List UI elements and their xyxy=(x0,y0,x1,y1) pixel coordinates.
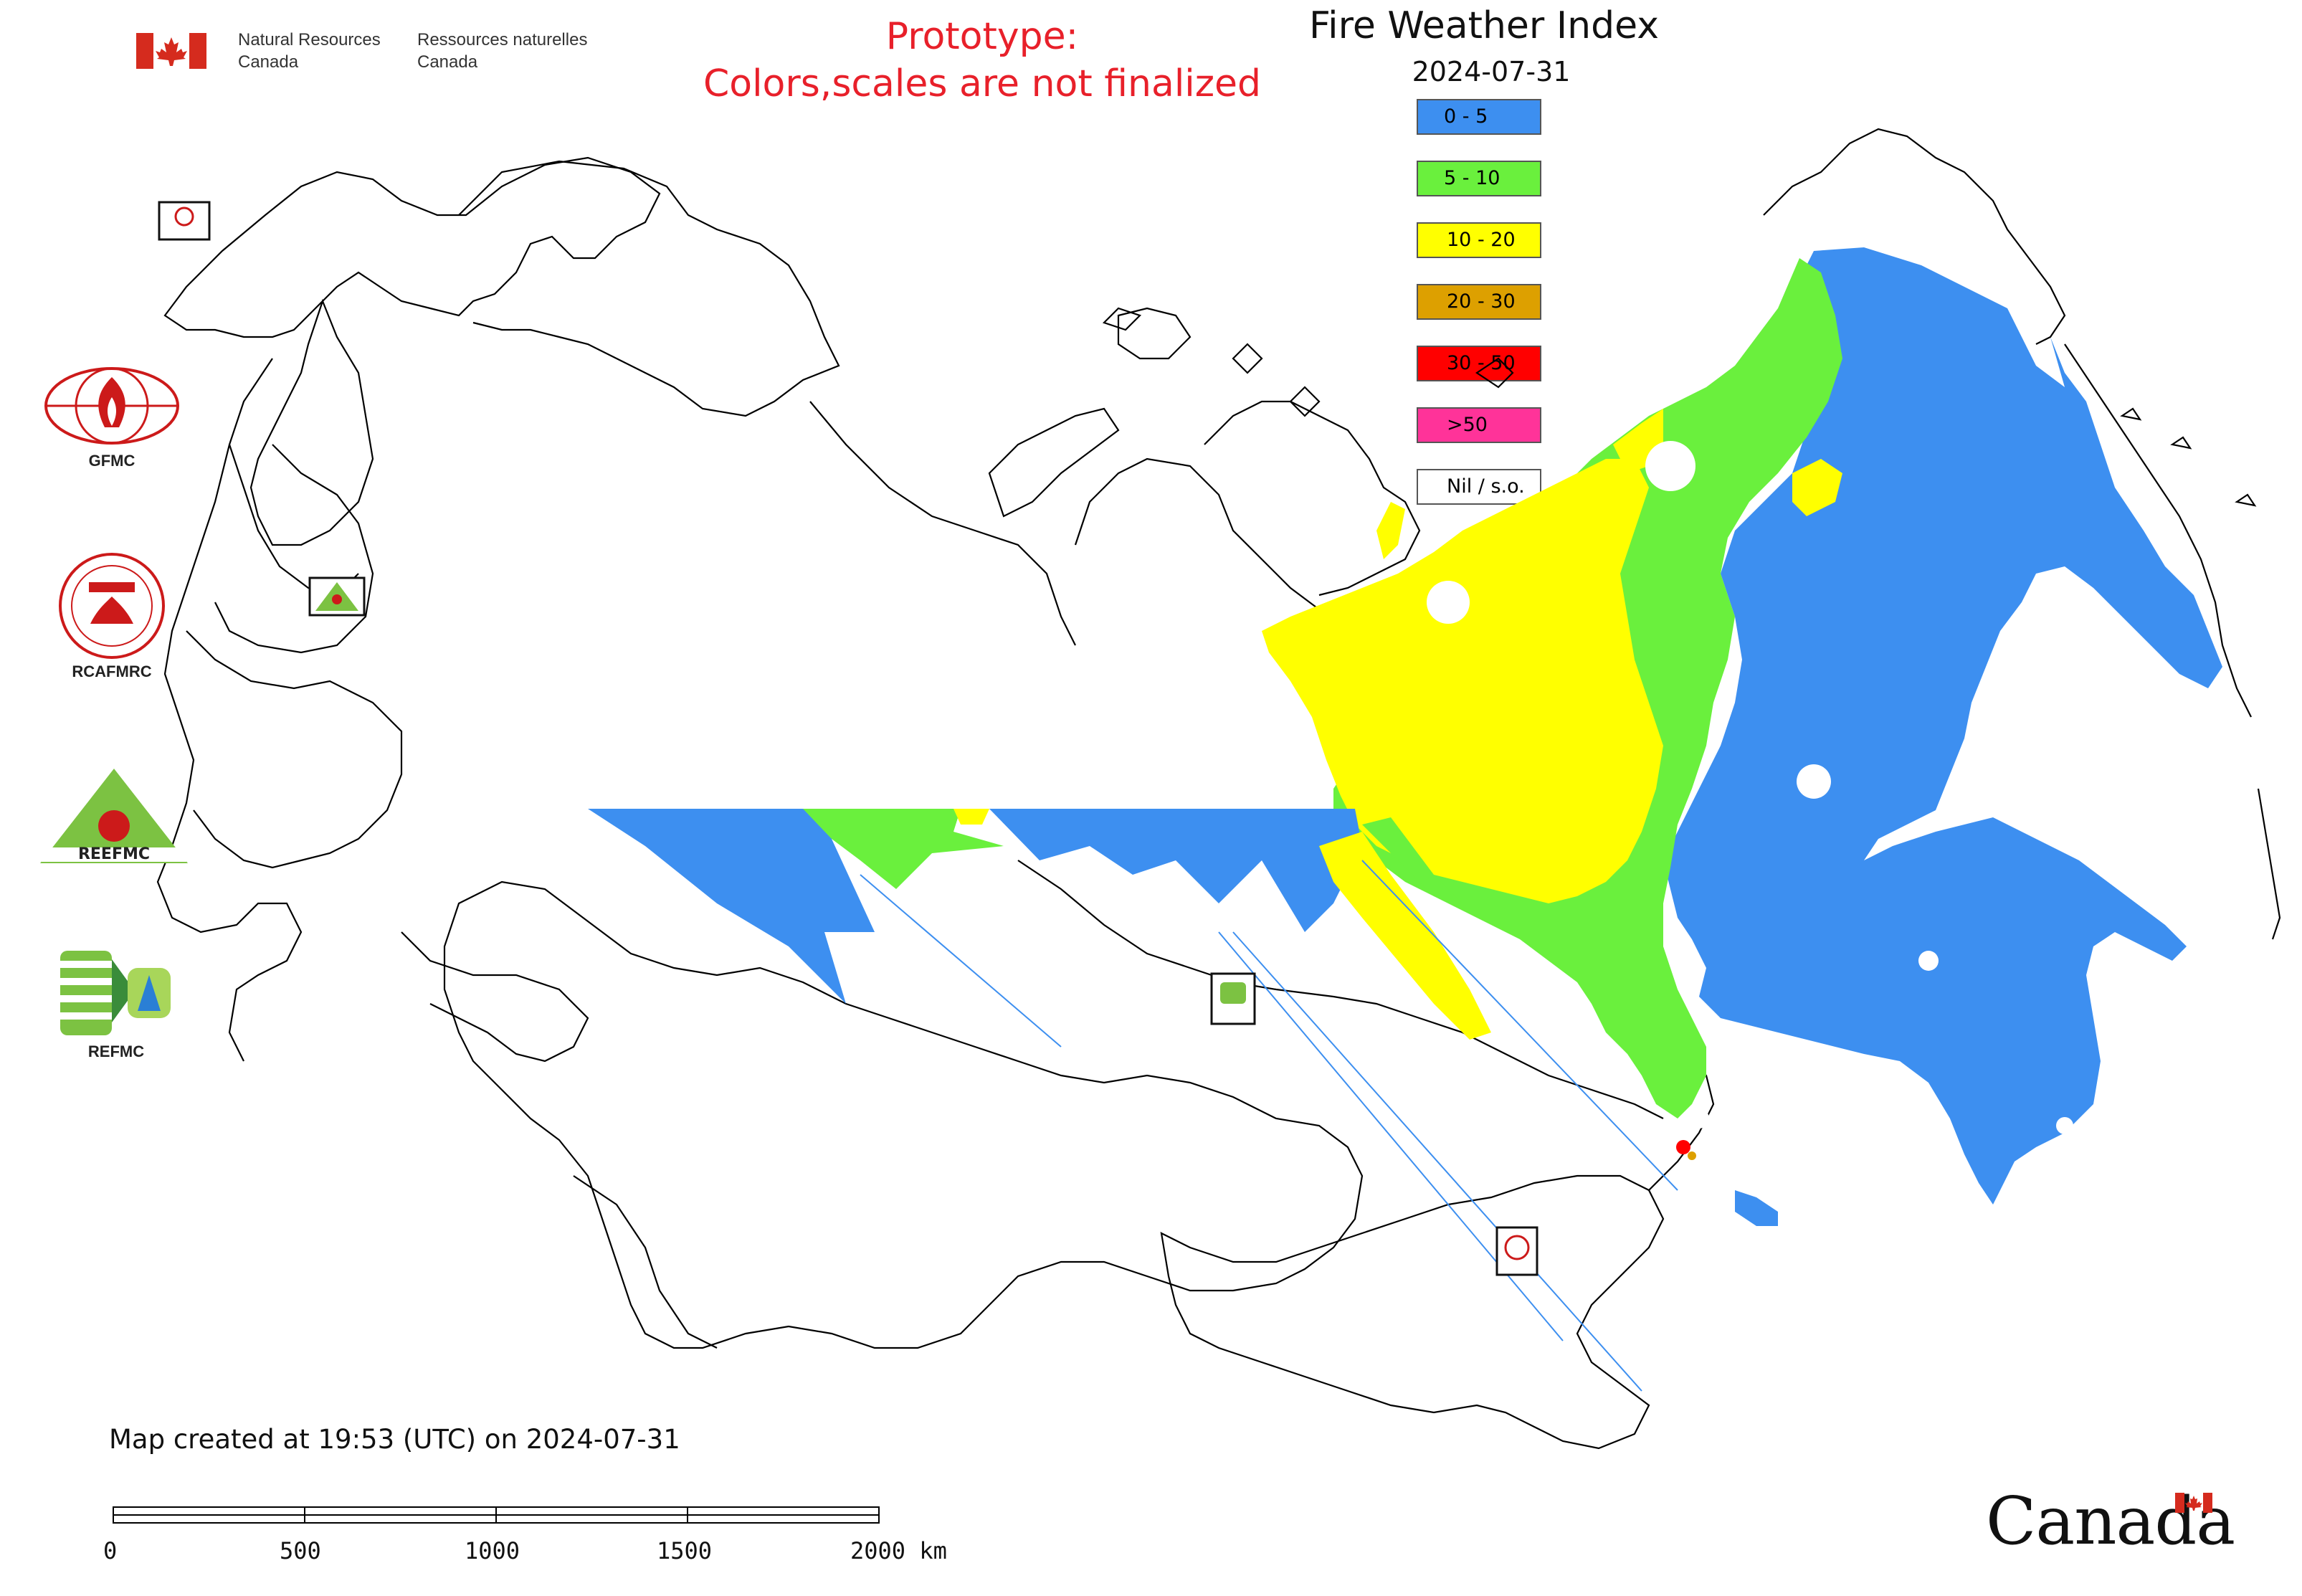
north-coast-1 xyxy=(809,401,1076,646)
scale-label-500: 500 xyxy=(280,1537,321,1564)
scale-bar xyxy=(110,1504,885,1529)
refmc-logo-icon xyxy=(60,951,171,1035)
prototype-line-2: Colors,scales are not finalized xyxy=(703,62,1262,105)
fwi-stripes-yellow xyxy=(953,809,1491,1040)
caucasus-border xyxy=(401,931,589,1063)
legend-item-0-5: 0 - 5 xyxy=(1417,99,1541,135)
canada-wordmark: Canada xyxy=(1986,1483,2235,1569)
map-title: Fire Weather Index xyxy=(1309,4,1659,47)
uzbekistan-border xyxy=(573,1175,718,1349)
scale-label-1500: 1500 xyxy=(657,1537,713,1564)
org-label-gfmc: GFMC xyxy=(88,452,135,470)
fwi-fill xyxy=(588,247,2222,1392)
dept-name-fr: Ressources naturelles Canada xyxy=(417,30,588,72)
novaya-zemlya xyxy=(988,407,1120,518)
siberia-inner-border xyxy=(1017,860,1664,1119)
legend-item-30-50: 30 - 50 xyxy=(1417,346,1541,381)
belarus-border xyxy=(214,444,374,654)
sakhalin xyxy=(2257,788,2281,940)
map-date: 2024-07-31 xyxy=(1412,56,1571,87)
gfmc-marker-icon[interactable] xyxy=(158,201,211,241)
org-rcafmrc: RCAFMRC xyxy=(47,552,176,681)
finland-border xyxy=(249,298,374,546)
scale-bar-graphic xyxy=(113,1506,880,1524)
fwi-nil-gap-2 xyxy=(1918,951,1939,971)
prototype-notice: Prototype: Colors,scales are not finaliz… xyxy=(660,13,1305,108)
legend-item-5-10: 5 - 10 xyxy=(1417,161,1541,196)
svg-text:REEFMC: REEFMC xyxy=(78,845,150,863)
canada-flag-icon xyxy=(136,33,206,69)
scattered-islands xyxy=(2120,407,2257,507)
org-refmc: REFMC xyxy=(56,946,176,1061)
canada-wordmark-text: Canada xyxy=(1986,1483,2235,1559)
scandinavia-outline xyxy=(163,156,661,338)
org-label-rcafmrc: RCAFMRC xyxy=(72,662,152,680)
fwi-stripes-blue xyxy=(588,809,903,1004)
legend-item-20-30: 20 - 30 xyxy=(1417,284,1541,320)
fwi-nil-gap-3 xyxy=(1689,1108,1709,1129)
kola-outline xyxy=(458,160,840,417)
kamchatka-coast xyxy=(2064,343,2252,718)
scale-label-1000: 1000 xyxy=(465,1537,520,1564)
map-markers xyxy=(158,201,1538,1276)
fwi-nil-gap-5 xyxy=(1427,581,1470,624)
mongolia-border xyxy=(1160,1174,1665,1450)
org-label-refmc: REFMC xyxy=(87,1042,145,1060)
severnaya-zemlya xyxy=(1117,307,1192,360)
dept-name-en: Natural Resources Canada xyxy=(238,30,381,72)
scale-label-0: 0 xyxy=(103,1537,118,1564)
reefmc-logo-icon: REEFMC xyxy=(40,769,188,863)
gfmc-logo-icon xyxy=(44,367,179,445)
fwi-island-sakhalin-south xyxy=(1735,1190,1778,1226)
kazakhstan-border xyxy=(443,880,1364,1349)
north-coast-2 xyxy=(1074,457,1320,610)
map-created-timestamp: Map created at 19:53 (UTC) on 2024-07-31 xyxy=(109,1424,680,1455)
prototype-line-1: Prototype: xyxy=(885,15,1079,58)
chukotka-coast xyxy=(1763,128,2066,345)
fwi-area-10-20 xyxy=(1262,459,1663,903)
fwi-stripes-blue-2 xyxy=(989,809,1362,932)
fwi-nil-gap-6 xyxy=(2056,1117,2073,1134)
legend-item-nil: Nil / s.o. xyxy=(1417,469,1541,505)
org-gfmc: GFMC xyxy=(40,363,184,470)
fwi-nil-gap-1 xyxy=(1797,764,1831,799)
islands-north xyxy=(1102,307,1514,417)
fwi-nil-gap-4 xyxy=(1645,441,1695,491)
western-border xyxy=(156,358,303,1062)
ukraine-border xyxy=(186,630,403,869)
legend-item-over-50: >50 xyxy=(1417,407,1541,443)
rcafmrc-logo-icon xyxy=(59,553,165,659)
fwi-stripes-green xyxy=(803,809,1004,889)
scale-label-2000km: 2000 km xyxy=(850,1537,947,1564)
legend-item-10-20: 10 - 20 xyxy=(1417,222,1541,258)
org-reefmc: REEFMC xyxy=(37,766,191,869)
fwi-hotspot-orange xyxy=(1688,1151,1696,1160)
canada-wordmark-flag-icon xyxy=(2175,1493,2212,1513)
fwi-stripes-green-2 xyxy=(1362,817,1462,903)
fwi-hotspot-red xyxy=(1676,1140,1690,1154)
rcafmrc-marker-icon[interactable] xyxy=(1495,1226,1538,1276)
taymyr-coast xyxy=(1204,400,1421,597)
